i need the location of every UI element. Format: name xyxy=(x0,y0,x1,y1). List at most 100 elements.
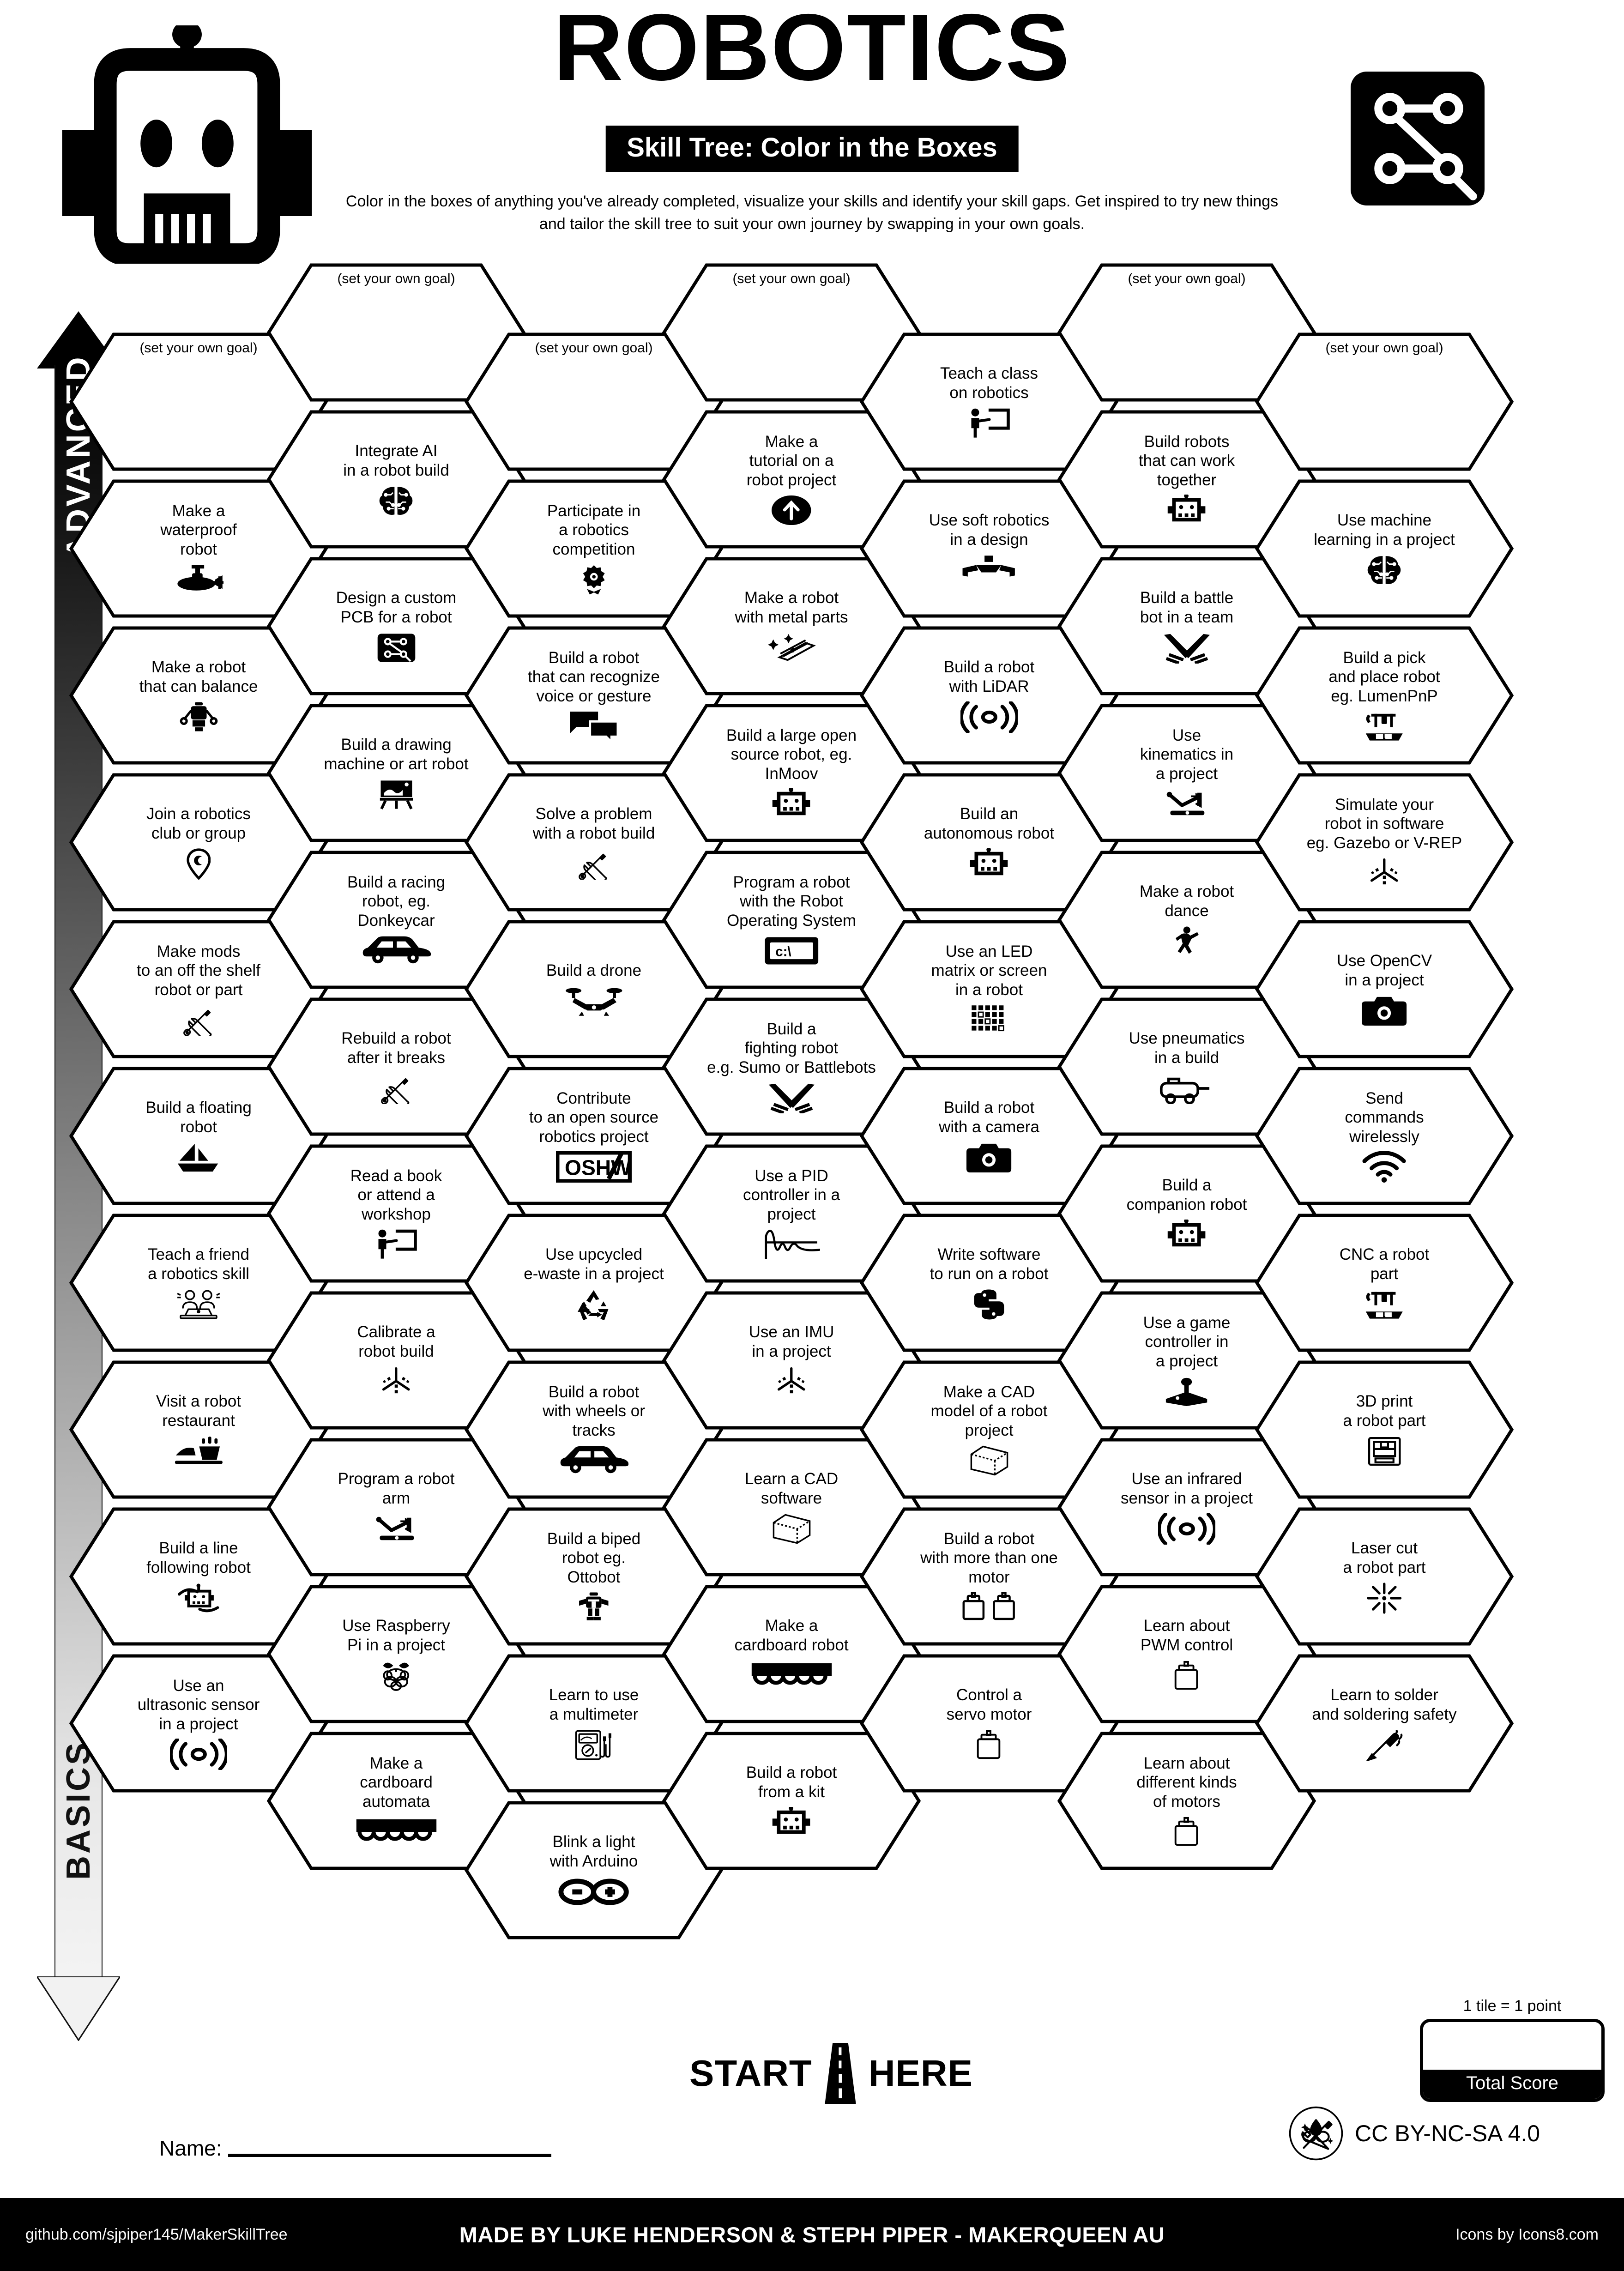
tools-icon xyxy=(183,1003,214,1037)
skill-tile-label: Visit a robot restaurant xyxy=(156,1392,241,1430)
tools-icon xyxy=(578,847,610,881)
skill-tile[interactable]: Build a robot with more than one motor xyxy=(860,1507,1118,1646)
terminal-icon: c:\ xyxy=(763,934,821,968)
skill-tile[interactable]: Make a cardboard robot xyxy=(662,1585,921,1723)
skill-tile[interactable]: Make a robot with metal parts xyxy=(662,557,921,695)
name-field-row: Name: xyxy=(159,2136,552,2161)
skill-tile-label: Use a PID controller in a project xyxy=(743,1166,840,1223)
skill-tile-label: Make a tutorial on a robot project xyxy=(746,432,837,489)
skill-tile[interactable]: Build a robot that can recognize voice o… xyxy=(465,626,723,765)
skill-tile-label: Build a biped robot eg. Ottobot xyxy=(547,1529,641,1586)
skill-tile[interactable]: Program a robot with the Robot Operating… xyxy=(662,851,921,989)
skill-tile-label: Build a companion robot xyxy=(1126,1176,1247,1214)
upload-arrow-icon xyxy=(771,493,811,527)
skill-tile[interactable]: Write software to run on a robot xyxy=(860,1214,1118,1352)
total-score-input[interactable] xyxy=(1423,2022,1601,2070)
skill-tile[interactable]: Build a pick and place robot eg. LumenPn… xyxy=(1255,626,1514,765)
total-score-label: Total Score xyxy=(1423,2070,1601,2099)
skill-tile[interactable]: Teach a friend a robotics skill xyxy=(69,1214,328,1352)
robot-head-small-icon xyxy=(769,787,814,821)
skill-tile[interactable]: CNC a robot part xyxy=(1255,1214,1514,1352)
tools-icon xyxy=(380,1071,412,1105)
skill-tile[interactable]: Use an ultrasonic sensor in a project xyxy=(69,1654,328,1793)
skill-tile-label: Program a robot arm xyxy=(338,1470,455,1507)
servo-icon xyxy=(1171,1659,1202,1693)
skill-tile-label: Build a drone xyxy=(546,961,642,980)
skill-tile[interactable]: Learn to use a multimeter xyxy=(465,1654,723,1793)
skill-tile[interactable]: Build a floating robot xyxy=(69,1067,328,1205)
name-input[interactable] xyxy=(228,2154,552,2157)
skill-tile[interactable]: Calibrate a robot build xyxy=(267,1291,525,1430)
cardboard-icon xyxy=(353,1815,440,1849)
skill-tile[interactable]: Learn to solder and soldering safety xyxy=(1255,1654,1514,1793)
skill-tile-label: Build a robot with wheels or tracks xyxy=(543,1383,645,1439)
skill-tile-label: Build a racing robot, eg. Donkeycar xyxy=(347,873,446,930)
cad-cube-icon xyxy=(772,1512,811,1546)
skill-tile-label: Learn a CAD software xyxy=(744,1470,839,1507)
skill-tile-label: Make a robot dance xyxy=(1139,882,1234,920)
skill-tile-label: Contribute to an open source robotics pr… xyxy=(529,1089,659,1146)
skill-tile-label: Simulate your robot in software eg. Gaze… xyxy=(1306,795,1462,852)
footer-repo-link[interactable]: github.com/sjpiper145/MakerSkillTree xyxy=(25,2225,288,2243)
joystick-icon xyxy=(1164,1374,1209,1408)
camera-icon xyxy=(1362,994,1407,1028)
skill-tile[interactable]: Control a servo motor xyxy=(860,1654,1118,1793)
robot-head-small-icon xyxy=(769,1806,814,1840)
skill-tile[interactable]: Build an autonomous robot xyxy=(860,773,1118,912)
led-matrix-icon xyxy=(971,1003,1007,1037)
total-score-box[interactable]: Total Score xyxy=(1420,2019,1605,2102)
skill-tile-label: Build a robot from a kit xyxy=(746,1764,837,1801)
skill-tile[interactable]: Make a CAD model of a robot project xyxy=(860,1360,1118,1499)
skill-tile[interactable]: Use an IMU in a project xyxy=(662,1291,921,1430)
cardboard-icon xyxy=(749,1659,835,1693)
skill-tile[interactable]: (set your own goal) xyxy=(1057,263,1316,402)
pneumatic-icon xyxy=(1158,1071,1216,1105)
food-tray-icon xyxy=(174,1434,223,1468)
skill-tile[interactable]: Learn a CAD software xyxy=(662,1438,921,1576)
servo-icon xyxy=(1171,1815,1202,1849)
skill-tile-label: Use upcycled e-waste in a project xyxy=(524,1245,664,1283)
skill-tile[interactable]: Build a line following robot xyxy=(69,1507,328,1646)
skill-tile-label: Teach a friend a robotics skill xyxy=(148,1245,249,1283)
skill-tile-label: Send commands wirelessly xyxy=(1345,1089,1424,1146)
footer-icons-credit[interactable]: Icons by Icons8.com xyxy=(1455,2225,1599,2243)
location-pin-icon xyxy=(186,847,211,881)
skill-tile[interactable]: Build a robot with a camera xyxy=(860,1067,1118,1205)
skill-tile[interactable]: Use OpenCV in a project xyxy=(1255,920,1514,1058)
skill-tile[interactable]: Use kinematics in a project xyxy=(1057,704,1316,842)
skill-tile[interactable]: Program a robot arm xyxy=(267,1438,525,1576)
skill-tile-label: Make a CAD model of a robot project xyxy=(930,1383,1048,1439)
skill-tile[interactable]: Build a racing robot, eg. Donkeycar xyxy=(267,851,525,989)
skill-tile[interactable]: Contribute to an open source robotics pr… xyxy=(465,1067,723,1205)
svg-text:OSHW: OSHW xyxy=(565,1156,631,1180)
skill-tile[interactable]: (set your own goal) xyxy=(1255,332,1514,471)
skill-tile-label: Build a fighting robot e.g. Sumo or Batt… xyxy=(707,1020,876,1076)
skill-tile[interactable]: Learn about different kinds of motors xyxy=(1057,1732,1316,1870)
skill-tile[interactable]: Use pneumatics in a build xyxy=(1057,997,1316,1136)
drone-icon xyxy=(565,984,623,1018)
skill-tile[interactable]: Send commands wirelessly xyxy=(1255,1067,1514,1205)
skill-tile-label: (set your own goal) xyxy=(1128,271,1246,286)
pick-place-icon xyxy=(1363,1287,1406,1322)
skill-tile[interactable]: Make a cardboard automata xyxy=(267,1732,525,1870)
skill-tile-label: Make a robot with metal parts xyxy=(735,589,848,626)
skill-tile[interactable]: 3D print a robot part xyxy=(1255,1360,1514,1499)
skill-tile[interactable]: Build a large open source robot, eg. InM… xyxy=(662,704,921,842)
skill-tile[interactable]: Simulate your robot in software eg. Gaze… xyxy=(1255,773,1514,912)
tile-point-note: 1 tile = 1 point xyxy=(1463,1997,1562,2015)
score-panel: 1 tile = 1 point Total Score xyxy=(1420,1997,1605,2102)
skill-tile[interactable]: Make a robot that can balance xyxy=(69,626,328,765)
camera-icon xyxy=(966,1141,1012,1175)
skill-tile-label: Build a pick and place robot eg. LumenPn… xyxy=(1328,648,1440,705)
skill-tile[interactable]: Make mods to an off the shelf robot or p… xyxy=(69,920,328,1058)
skill-tile[interactable]: Laser cut a robot part xyxy=(1255,1507,1514,1646)
skill-tile-label: (set your own goal) xyxy=(139,340,258,356)
skill-tile-label: Build robots that can work together xyxy=(1138,432,1235,489)
skill-tile-label: Build a robot that can recognize voice o… xyxy=(527,648,660,705)
axes-calibrate-icon xyxy=(774,1365,809,1399)
skill-tile[interactable]: Build a robot from a kit xyxy=(662,1732,921,1870)
two-people-laptop-icon xyxy=(175,1287,222,1322)
skill-tile-label: Use an ultrasonic sensor in a project xyxy=(137,1676,260,1733)
skill-tile[interactable]: (set your own goal) xyxy=(267,263,525,402)
skill-tile[interactable]: Use machine learning in a project xyxy=(1255,479,1514,618)
